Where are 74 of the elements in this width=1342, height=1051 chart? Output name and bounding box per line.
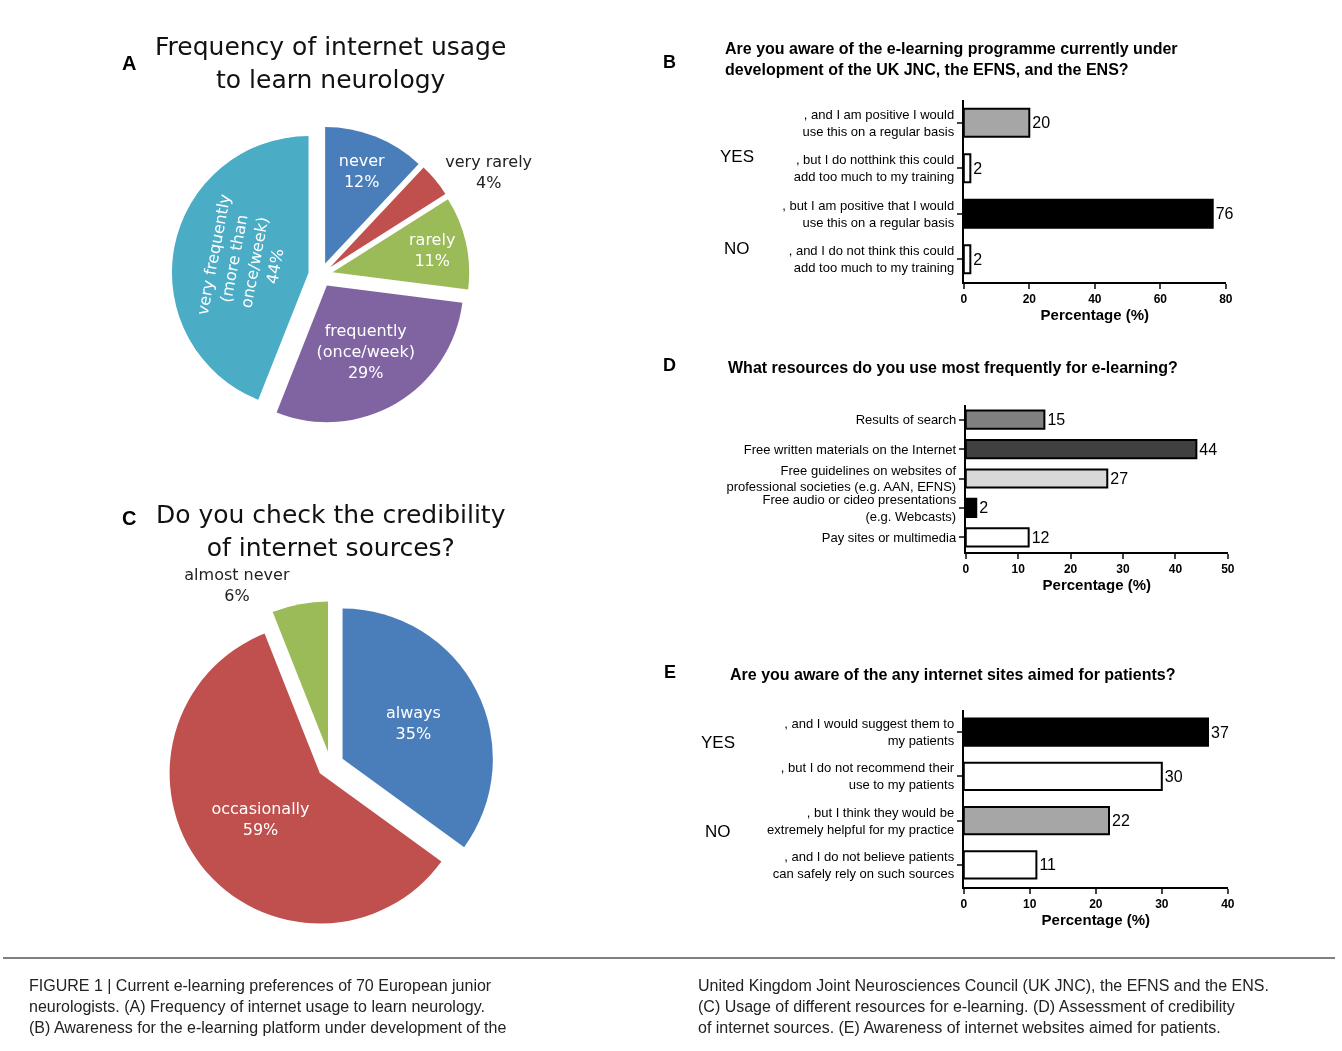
x-axis-title: Percentage (%) <box>1041 911 1150 929</box>
data-label: 76 <box>1215 205 1234 223</box>
data-label: 4% <box>475 172 502 192</box>
data-label: 22 <box>1112 812 1130 830</box>
x-tick-label: 30 <box>1116 562 1130 577</box>
x-tick-label: 10 <box>1023 897 1037 912</box>
data-label: 29% <box>347 362 384 382</box>
text: D <box>663 355 676 375</box>
slice-label: almost never <box>184 565 290 585</box>
slice-label: always <box>385 702 441 722</box>
data-label: 20 <box>1032 114 1051 132</box>
x-tick-label: 20 <box>1022 292 1037 307</box>
slice-label: frequently (once/week) <box>316 320 415 361</box>
data-label: 59% <box>242 820 279 840</box>
x-tick-label: 0 <box>960 292 968 307</box>
slice-label: never <box>338 150 386 170</box>
x-tick-label: 20 <box>1089 897 1103 912</box>
x-tick-label: 30 <box>1155 897 1169 912</box>
y-tick-label: , and I am positive I would use this on a regular basis <box>802 106 955 139</box>
y-tick-label: , and I would suggest them to my patients <box>784 716 955 749</box>
data-label: 37 <box>1211 723 1229 741</box>
text: A <box>122 52 137 74</box>
x-tick-label: 50 <box>1221 562 1235 577</box>
y-tick-label: Free guidelines on websites of professional societies (e.g. AAN, EFNS) <box>726 462 957 495</box>
x-tick-label: 60 <box>1153 292 1168 307</box>
slice-label: rarely <box>409 230 456 250</box>
text: YES <box>720 147 755 166</box>
x-tick-label: 40 <box>1168 562 1183 577</box>
text: YES <box>701 733 736 752</box>
y-tick-label: Pay sites or multimedia <box>821 529 957 545</box>
slice-label: very rarely <box>445 152 533 172</box>
text: NO <box>724 239 750 258</box>
data-label: 12 <box>1031 528 1050 546</box>
caption: FIGURE 1 | Current e-learning preferences of 70 European junior neurologists. (A) Frequency of internet usage to learn neurology. (B) Awareness for the e-learning platform under development of the <box>29 977 507 1036</box>
data-label: 2 <box>979 499 989 517</box>
data-label: 6% <box>224 585 250 605</box>
chart-title: Frequency of internet usage to learn neurology <box>155 32 507 94</box>
text: E <box>664 662 677 682</box>
text: C <box>122 507 137 529</box>
text: United Kingdom Joint Neurosciences Council (UK JNC), the EFNS and the ENS. (C) Usage of different resources for e-learning. (D) Assessment of credibility of internet sources. (E) Awareness of internet websites aimed for patients. <box>698 977 1269 1036</box>
x-tick-label: 0 <box>962 562 970 577</box>
data-label: 35% <box>395 723 432 743</box>
x-tick-label: 40 <box>1221 897 1235 912</box>
slice-label: occasionally <box>211 799 310 819</box>
data-label: 44 <box>1199 440 1218 458</box>
x-tick-label: 80 <box>1219 292 1233 307</box>
data-label: 15 <box>1047 411 1066 429</box>
x-axis-title: Percentage (%) <box>1040 306 1149 324</box>
data-label: 30 <box>1164 767 1183 785</box>
y-tick-label: , and I do not think this could add too much to my training <box>788 243 955 276</box>
y-tick-label: Results of search <box>855 412 957 428</box>
x-tick-label: 40 <box>1088 292 1102 307</box>
y-tick-label: Free written materials on the Internet <box>743 441 957 457</box>
data-label: 12% <box>343 171 380 191</box>
text: NO <box>705 822 731 841</box>
data-label: 11% <box>414 250 450 270</box>
x-tick-label: 10 <box>1011 562 1026 577</box>
x-tick-label: 0 <box>960 897 968 912</box>
y-tick-label: , but I am positive that I would use this on a regular basis <box>782 197 955 230</box>
data-label: 2 <box>973 250 983 268</box>
data-label: 2 <box>973 159 983 177</box>
text: B <box>663 52 676 72</box>
y-tick-label: , but I do notthink this could add too much to my training <box>793 152 955 185</box>
chart-title: Do you check the credibility of internet sources? <box>156 500 506 562</box>
data-label: 27 <box>1110 470 1129 487</box>
y-tick-label: , but I do not recommend their use to my patients <box>780 760 955 793</box>
y-tick-label: , but I think they would be extremely helpful for my practice <box>767 804 955 837</box>
chart-title: Are you aware of the e-learning programme currently under development of the UK JNC, the EFNS, and the ENS? <box>725 40 1178 78</box>
chart-title: What resources do you use most frequently for e-learning? <box>728 359 1178 376</box>
chart-title: Are you aware of the any internet sites aimed for patients? <box>730 666 1176 683</box>
x-tick-label: 20 <box>1063 562 1078 577</box>
x-axis-title: Percentage (%) <box>1042 576 1151 594</box>
y-tick-label: , and I do not believe patients can safely rely on such sources <box>772 848 955 881</box>
data-label: 11 <box>1039 856 1057 874</box>
